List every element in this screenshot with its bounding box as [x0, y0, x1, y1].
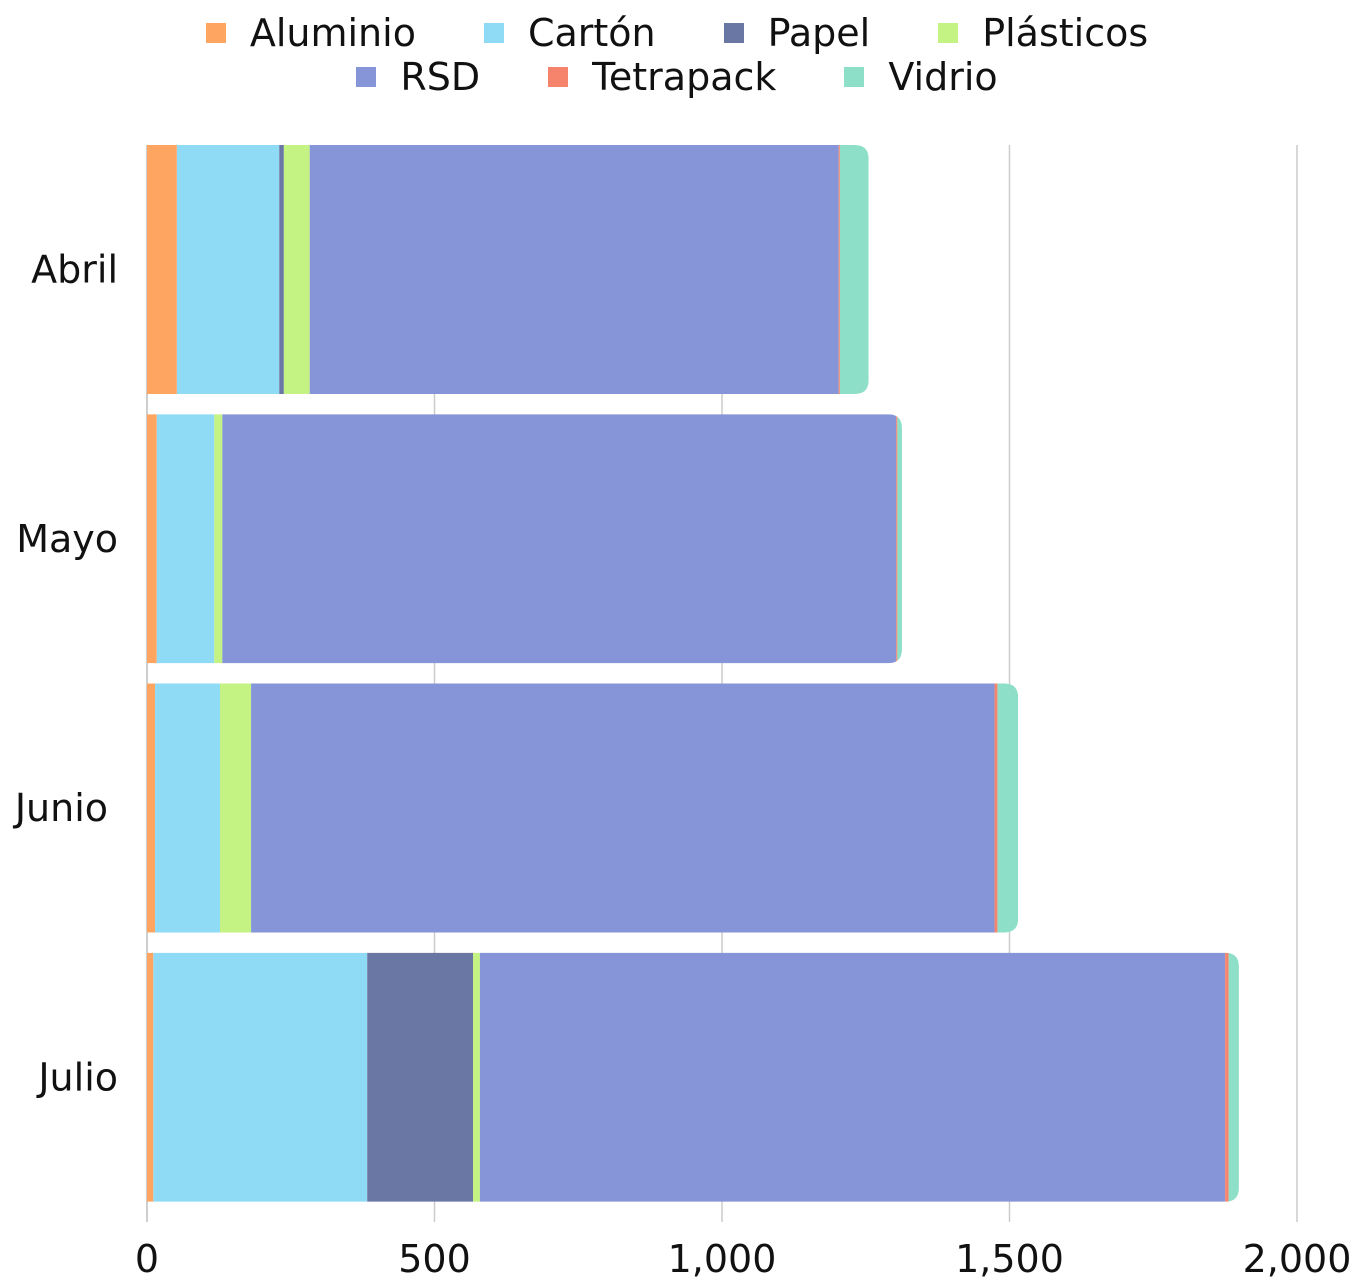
bar-segment: [479, 952, 1226, 1202]
bar-stack: [147, 952, 1239, 1202]
x-axis-labels: 0 500 1,000 1,500 2,000: [135, 1237, 1351, 1281]
legend-row-1: Aluminio Cartón Papel Plásticos: [0, 11, 1354, 55]
y-axis-label: Julio: [36, 1055, 118, 1099]
bar-segment: [1225, 952, 1229, 1202]
bar-stack: [147, 414, 902, 664]
bar-segment: [251, 683, 995, 933]
bar-segment: [367, 952, 474, 1202]
legend-swatch-plasticos: [938, 23, 959, 43]
bar-segment: [1228, 952, 1239, 1202]
legend-swatch-tetrapack: [548, 67, 569, 87]
bar-segment: [279, 145, 284, 394]
legend-swatch-aluminio: [205, 23, 226, 43]
y-axis-label: Junio: [13, 786, 108, 830]
legend-label: Cartón: [527, 11, 656, 55]
legend-swatch-carton: [483, 23, 504, 43]
bar-segment: [839, 145, 869, 394]
y-axis-label: Mayo: [16, 517, 118, 561]
x-axis-tick-label: 0: [135, 1237, 159, 1281]
bar-segment: [153, 952, 368, 1202]
bar-segment: [309, 145, 839, 394]
x-axis-tick-label: 1,500: [955, 1237, 1064, 1281]
bar-segment: [147, 145, 177, 394]
legend-item-plasticos: Plásticos: [938, 11, 1148, 55]
bar-segment: [147, 414, 157, 664]
legend-swatch-vidrio: [844, 67, 865, 87]
bar-segment: [176, 145, 280, 394]
legend-label: Plásticos: [982, 11, 1149, 55]
bar-stack: [147, 145, 869, 394]
bar-segment: [155, 683, 221, 933]
legend-label: Tetrapack: [592, 55, 777, 99]
bar-stack: [147, 683, 1019, 933]
bar-segment: [214, 414, 223, 664]
legend-row-2: RSD Tetrapack Vidrio: [0, 55, 1354, 99]
legend-label: Papel: [767, 11, 871, 55]
bar-segment: [897, 414, 902, 664]
x-axis-tick-label: 2,000: [1243, 1237, 1352, 1281]
bar-segment: [283, 145, 310, 394]
bar-segment: [896, 414, 898, 664]
legend-item-aluminio: Aluminio: [205, 11, 416, 55]
legend-label: Vidrio: [888, 55, 998, 99]
legend-label: Aluminio: [249, 11, 416, 55]
bar-segment: [220, 683, 252, 933]
bar-segment: [994, 683, 998, 933]
y-axis-label: Abril: [31, 248, 118, 292]
bar-segment: [997, 683, 1019, 933]
x-axis-tick-label: 500: [398, 1237, 471, 1281]
bar-segment: [147, 952, 154, 1202]
legend-swatch-rsd: [356, 67, 377, 87]
bar-segment: [147, 683, 156, 933]
y-axis-labels: Abril Mayo Junio Julio: [13, 248, 118, 1100]
legend-item-tetrapack: Tetrapack: [548, 55, 776, 99]
bar-segment: [222, 414, 897, 664]
legend-item-vidrio: Vidrio: [844, 55, 998, 99]
bar-segment: [473, 952, 480, 1202]
legend-item-papel: Papel: [723, 11, 871, 55]
x-axis-tick-label: 1,000: [668, 1237, 777, 1281]
bar-segment: [156, 414, 215, 664]
legend-item-rsd: RSD: [356, 55, 480, 99]
legend-swatch-papel: [723, 23, 744, 43]
legend-item-carton: Cartón: [483, 11, 656, 55]
legend-label: RSD: [400, 55, 481, 99]
bars-group: [147, 145, 1239, 1202]
bar-segment: [838, 145, 840, 394]
